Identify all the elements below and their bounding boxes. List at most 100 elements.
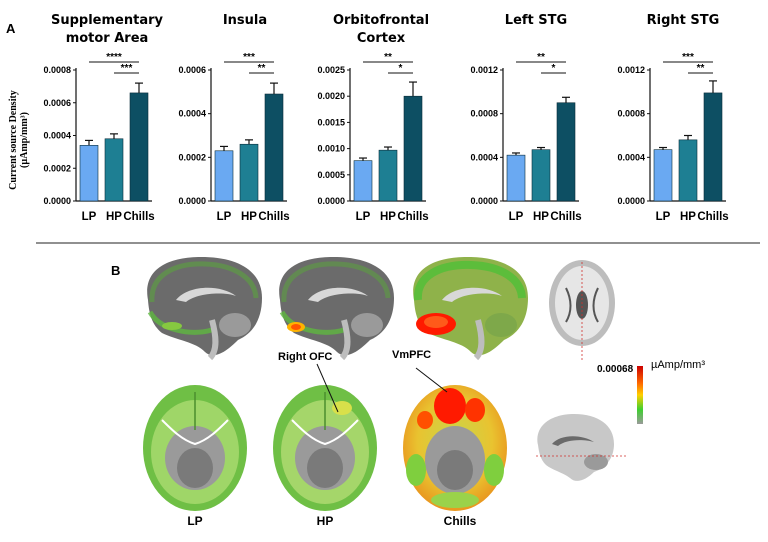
category-label-lp: LP [217,211,232,223]
y-tick-label: 0.0002 [178,152,206,162]
colorbar [637,366,643,424]
y-tick-label: 0.0008 [617,109,645,119]
y-tick-label: 0.0008 [470,109,498,119]
bar-hp [378,149,398,202]
category-label-lp: LP [509,211,524,223]
y-tick-label: 0.0008 [43,65,71,75]
bar-hp [239,143,259,202]
bar-lp [79,145,99,202]
y-tick-label: 0.0000 [617,196,645,206]
brain-axial-chills [403,385,507,511]
panel-a-letter: A [6,21,16,36]
bar-chart-5: Right STG 0.0000 0.0004 0.0008 0.0012 LP HP Chi… [617,13,728,223]
significance-label: *** [121,63,133,74]
significance-label: * [552,63,556,74]
category-label-chills: Chills [258,211,289,223]
bar-chills [403,95,423,202]
condition-label-hp: HP [317,514,334,528]
significance-label: * [399,63,403,74]
chart-title-line: Right STG [647,13,720,28]
chart-title-line: motor Area [66,31,149,46]
annotation-right-ofc: Right OFC [278,351,332,363]
bar-lp [353,160,373,202]
y-axis-label-line2: (µAmp/mm³) [19,112,30,168]
y-tick-label: 0.0006 [178,65,206,75]
y-tick-label: 0.0002 [43,163,71,173]
brain-axial-lp [143,385,247,511]
bar-chills [129,92,149,202]
bar-lp [214,150,234,202]
bar-chills [703,92,723,202]
bar-chills [556,102,576,202]
brain-axial-hp [273,385,377,511]
category-label-hp: HP [533,211,549,223]
significance-label: *** [682,52,694,63]
y-tick-label: 0.0000 [317,196,345,206]
y-tick-label: 0.0000 [43,196,71,206]
brain-sagittal-hp [279,256,394,361]
category-label-chills: Chills [697,211,728,223]
bar-chart-4: Left STG 0.0000 0.0004 0.0008 0.0012 LP HP Chil… [470,13,581,223]
panel-b-letter: B [111,263,120,278]
y-tick-label: 0.0004 [470,152,498,162]
significance-label: **** [106,52,122,63]
y-tick-label: 0.0000 [470,196,498,206]
bar-lp [506,154,526,202]
category-label-lp: LP [356,211,371,223]
category-label-hp: HP [680,211,696,223]
y-axis-label: Current source Density (µAmp/mm³) [8,90,30,190]
brain-sagittal-reference [536,414,626,481]
category-label-lp: LP [656,211,671,223]
y-tick-label: 0.0005 [317,170,345,180]
brain-sagittal-chills [413,256,528,361]
category-label-hp: HP [241,211,257,223]
bar-hp [678,139,698,202]
annotation-vmpfc: VmPFC [392,349,431,361]
category-label-chills: Chills [550,211,581,223]
y-tick-label: 0.0004 [43,131,71,141]
significance-label: ** [258,63,266,74]
y-tick-label: 0.0020 [317,91,345,101]
bar-chart-3: Orbitofrontal Cortex 0.0000 0.0005 0.0010 0.0… [317,13,429,223]
chart-title-line: Orbitofrontal [333,13,429,28]
y-tick-label: 0.0000 [178,196,206,206]
bar-chart-1: Supplementary motor Area 0.0000 0.0002 0.000… [43,13,163,223]
y-tick-label: 0.0006 [43,98,71,108]
y-tick-label: 0.0010 [317,144,345,154]
brain-axial-reference [549,260,615,360]
chart-title-line: Left STG [505,13,567,28]
colorbar-max-label: 0.00068 [597,364,634,375]
bar-chart-2: Insula 0.0000 0.0002 0.0004 0.0006 LP HP Chills… [178,13,289,223]
category-label-hp: HP [380,211,396,223]
chart-title-line: Cortex [357,31,406,46]
category-label-chills: Chills [123,211,154,223]
significance-label: ** [537,52,545,63]
bar-hp [531,149,551,202]
y-tick-label: 0.0012 [617,65,645,75]
annotation-vmpfc-pointer [415,367,448,393]
annotation-right-ofc-pointer [316,363,339,413]
y-tick-label: 0.0004 [178,109,206,119]
bar-lp [653,149,673,202]
bar-hp [104,138,124,202]
chart-title-line: Supplementary [51,13,164,28]
y-tick-label: 0.0025 [317,65,345,75]
significance-label: *** [243,52,255,63]
y-axis-label-line1: Current source Density [8,90,19,190]
y-tick-label: 0.0012 [470,65,498,75]
category-label-hp: HP [106,211,122,223]
bar-chills [264,93,284,202]
chart-title-line: Insula [223,13,267,28]
brain-sagittal-lp [147,256,262,361]
condition-label-lp: LP [187,514,202,528]
condition-label-chills: Chills [444,514,477,528]
y-tick-label: 0.0015 [317,117,345,127]
bar-charts-group: Supplementary motor Area 0.0000 0.0002 0.000… [43,13,728,223]
significance-label: ** [384,52,392,63]
colorbar-unit-label: µAmp/mm³ [651,359,705,371]
category-label-chills: Chills [397,211,428,223]
category-label-lp: LP [82,211,97,223]
significance-label: ** [697,63,705,74]
y-tick-label: 0.0004 [617,152,645,162]
